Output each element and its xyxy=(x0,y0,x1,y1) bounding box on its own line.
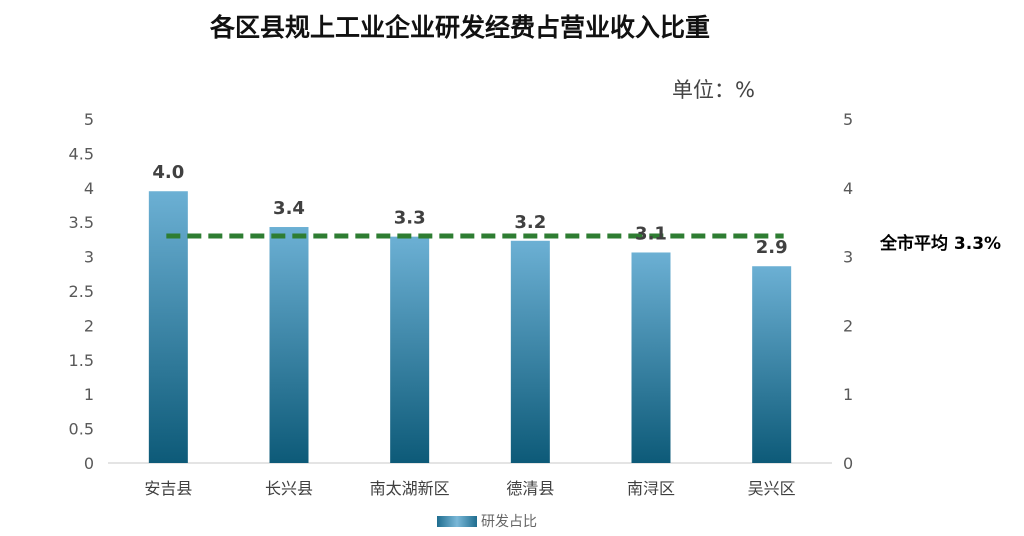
left-axis-tick-label: 4.5 xyxy=(69,144,94,163)
bar xyxy=(510,240,550,463)
category-label: 安吉县 xyxy=(144,479,192,498)
bar xyxy=(390,236,430,463)
category-label: 南浔区 xyxy=(627,479,675,498)
average-annotation: 全市平均 3.3% xyxy=(880,234,1002,254)
left-axis-tick-label: 3 xyxy=(84,248,94,267)
bar xyxy=(752,266,792,463)
data-label: 3.3 xyxy=(394,208,426,229)
data-label: 3.1 xyxy=(635,223,667,244)
legend: 研发占比 xyxy=(437,510,537,532)
left-axis-tick-label: 1 xyxy=(84,385,94,404)
bar xyxy=(269,227,309,463)
unit-label: 单位：% xyxy=(672,78,755,102)
chart-title: 各区县规上工业企业研发经费占营业收入比重 xyxy=(209,13,710,42)
right-axis-tick-label: 5 xyxy=(843,110,853,129)
data-label: 2.9 xyxy=(756,237,788,258)
category-label: 长兴县 xyxy=(265,479,313,498)
left-axis-tick-label: 2.5 xyxy=(69,282,94,301)
legend-label: 研发占比 xyxy=(481,514,537,530)
data-label: 4.0 xyxy=(152,162,184,183)
category-label: 吴兴区 xyxy=(748,479,796,498)
category-label: 南太湖新区 xyxy=(370,479,450,498)
bar xyxy=(631,252,671,463)
right-axis-tick-label: 0 xyxy=(843,454,853,473)
data-label: 3.2 xyxy=(514,212,546,233)
right-axis-tick-label: 4 xyxy=(843,179,853,198)
bar xyxy=(148,191,188,464)
right-axis-tick-label: 2 xyxy=(843,316,853,335)
left-axis-tick-label: 3.5 xyxy=(69,213,94,232)
data-label: 3.4 xyxy=(273,198,305,219)
left-axis-tick-label: 4 xyxy=(84,179,94,198)
right-axis-tick-label: 3 xyxy=(843,248,853,267)
legend-swatch xyxy=(437,515,477,527)
left-axis-tick-label: 5 xyxy=(84,110,94,129)
left-axis-tick-label: 0 xyxy=(84,454,94,473)
right-axis-tick-label: 1 xyxy=(843,385,853,404)
category-label: 德清县 xyxy=(506,479,554,498)
left-axis-tick-label: 1.5 xyxy=(69,351,94,370)
left-axis-tick-label: 0.5 xyxy=(69,420,94,439)
left-axis-tick-label: 2 xyxy=(84,316,94,335)
